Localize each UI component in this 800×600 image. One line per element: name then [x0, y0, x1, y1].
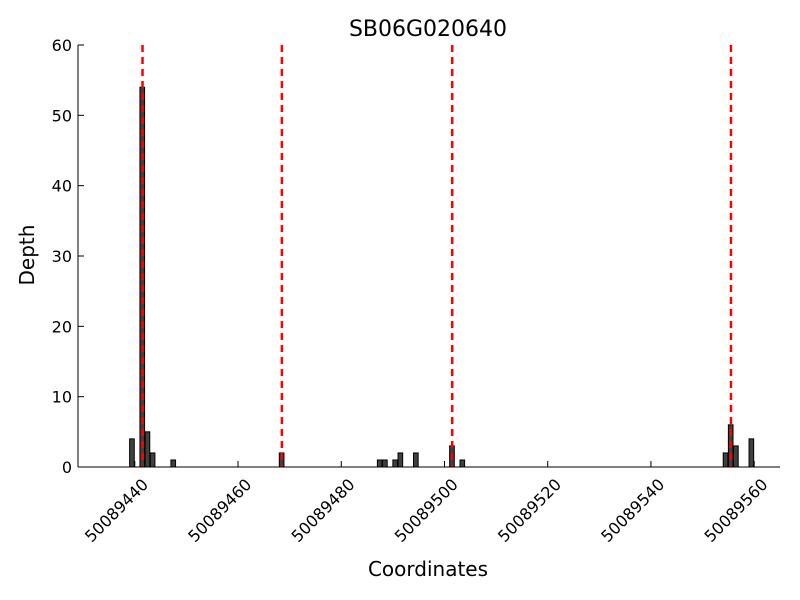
bar [459, 459, 466, 468]
bar [748, 438, 755, 468]
bar [722, 452, 729, 468]
y-tick-label: 20 [52, 317, 72, 336]
bar [392, 459, 399, 468]
y-tick-label: 10 [52, 388, 72, 407]
x-tick-label: 50089480 [288, 475, 359, 546]
x-tick-label: 50089520 [494, 475, 565, 546]
vlines-layer [141, 45, 733, 467]
bar [382, 459, 388, 468]
x-tick-label: 50089440 [81, 475, 152, 546]
bar [397, 452, 404, 468]
bar [129, 438, 135, 468]
x-tick-label: 50089560 [700, 475, 771, 546]
bar [376, 459, 383, 468]
axes-layer [77, 45, 780, 468]
y-ticks: 0 10 20 30 40 50 60 [52, 36, 84, 477]
bar [733, 445, 739, 468]
chart-title: SB06G020640 [349, 17, 507, 42]
x-tick-label: 50089540 [597, 475, 668, 546]
bar [144, 431, 151, 468]
bar [413, 452, 419, 468]
y-axis-title: Depth [15, 225, 39, 286]
bars-layer [129, 86, 755, 468]
x-tick-label: 50089500 [391, 475, 462, 546]
y-tick-label: 50 [52, 106, 72, 125]
y-tick-label: 0 [62, 458, 72, 477]
y-tick-label: 60 [52, 36, 72, 55]
x-ticks: 50089440 50089460 50089480 50089500 50089520… [81, 461, 772, 546]
y-tick-label: 40 [52, 177, 72, 196]
bar [170, 459, 177, 468]
y-tick-label: 30 [52, 247, 72, 266]
x-tick-label: 50089460 [184, 475, 255, 546]
x-axis-title: Coordinates [368, 557, 488, 581]
bar [149, 452, 156, 468]
